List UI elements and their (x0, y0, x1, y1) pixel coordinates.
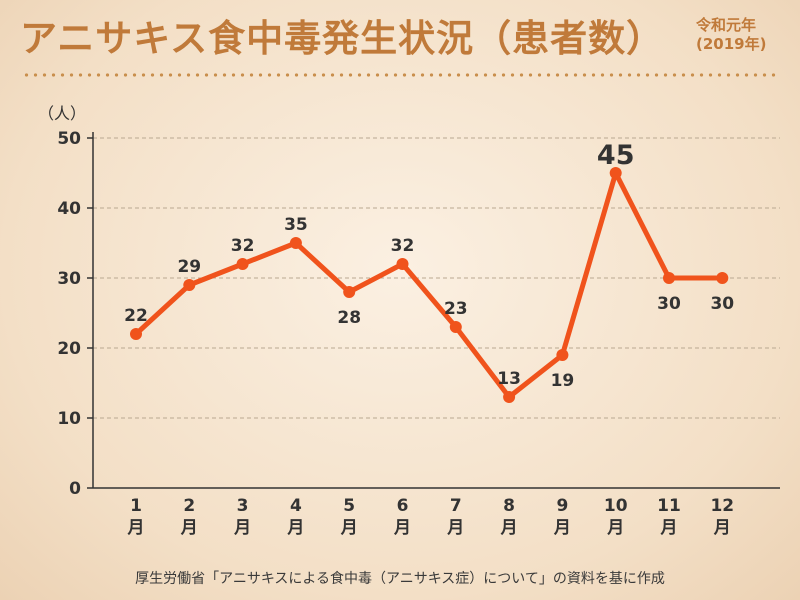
data-label: 30 (657, 294, 681, 314)
data-point (716, 272, 729, 284)
x-tick-label-unit: 月 (127, 518, 145, 538)
x-tick-label-unit: 月 (553, 518, 571, 538)
data-point (609, 167, 622, 179)
x-tick-label-unit: 月 (286, 518, 304, 538)
data-label: 30 (710, 294, 734, 314)
source-note: 厚生労働省「アニサキスによる食中毒（アニサキス症）について」の資料を基に作成 (135, 571, 665, 587)
x-tick-label-unit: 月 (180, 518, 198, 538)
data-point (343, 286, 356, 298)
x-tick-label-number: 11 (657, 496, 681, 516)
data-point (130, 328, 142, 340)
x-tick-label-number: 2 (183, 496, 195, 516)
x-tick-label-number: 8 (503, 496, 515, 516)
subtitle-year: (2019年) (696, 35, 767, 53)
data-label: 32 (391, 236, 415, 256)
data-point (236, 258, 249, 270)
x-tick-label-unit: 月 (233, 518, 251, 538)
data-points (130, 167, 729, 403)
dotted-divider (22, 73, 780, 77)
x-tick-label-number: 10 (604, 496, 628, 516)
data-label: 28 (337, 308, 361, 328)
data-label: 23 (444, 299, 468, 319)
axes (87, 132, 780, 489)
data-label: 32 (231, 236, 255, 256)
chart-subtitle: 令和元年 (2019年) (696, 16, 766, 54)
data-point (183, 279, 196, 291)
x-tick-label-unit: 月 (340, 518, 358, 538)
x-tick-label-unit: 月 (606, 518, 624, 538)
x-tick-label-number: 3 (237, 496, 249, 516)
data-label: 29 (177, 257, 201, 277)
y-axis-unit-label: （人） (38, 104, 86, 123)
y-tick-labels: 0 10 20 30 40 50 (57, 129, 81, 499)
y-tick-label: 20 (57, 339, 81, 359)
data-label: 22 (124, 306, 148, 326)
x-tick-label-unit: 月 (713, 518, 731, 538)
x-tick-label-number: 1 (130, 496, 142, 516)
y-tick-label: 0 (69, 479, 81, 499)
data-point (663, 272, 675, 284)
x-tick-label-number: 7 (450, 496, 462, 516)
y-tick-label: 40 (57, 199, 81, 219)
data-point (556, 349, 569, 361)
chart-title: アニサキス食中毒発生状況（患者数） (20, 17, 665, 60)
data-label: 13 (497, 369, 521, 389)
data-label: 35 (284, 215, 308, 235)
x-tick-label-unit: 月 (393, 518, 411, 538)
x-tick-label-number: 4 (290, 496, 302, 516)
x-tick-label-number: 6 (397, 496, 409, 516)
subtitle-era: 令和元年 (696, 16, 757, 34)
y-tick-label: 10 (57, 409, 81, 429)
data-label: 45 (597, 140, 635, 171)
y-tick-label: 50 (57, 129, 81, 149)
series-line (133, 170, 725, 400)
x-tick-label-unit: 月 (500, 518, 518, 538)
data-labels: 22 29 32 35 28 32 23 13 19 45 30 30 (124, 140, 734, 391)
x-tick-label-unit: 月 (660, 518, 678, 538)
x-tick-label-unit: 月 (446, 518, 464, 538)
data-label: 19 (551, 371, 575, 391)
data-point (289, 237, 302, 249)
x-tick-label-number: 9 (556, 496, 568, 516)
x-tick-label-number: 5 (343, 496, 355, 516)
y-tick-label: 30 (57, 269, 81, 289)
data-point (396, 258, 409, 270)
x-tick-label-number: 12 (710, 496, 734, 516)
data-point (503, 391, 516, 403)
data-point (449, 321, 462, 333)
